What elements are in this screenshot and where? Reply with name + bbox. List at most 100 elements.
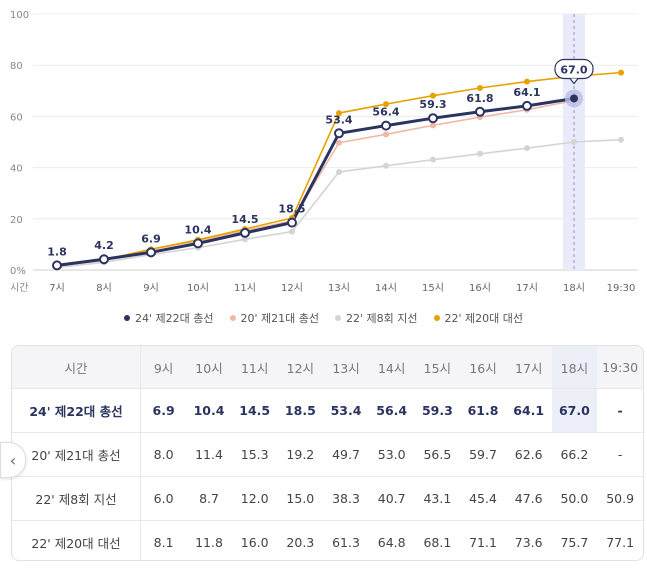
chart-legend: 24' 제22대 총선 20' 제21대 총선 22' 제8회 지선 22' 제20대… (0, 308, 647, 328)
table-cell: 15.3 (231, 432, 278, 477)
table-cell: 67.0 (551, 388, 598, 433)
table-column-header: 10시 (186, 346, 232, 389)
series-line (56, 138, 622, 269)
table-cell: 77.1 (606, 535, 635, 550)
table-cell: 12.0 (231, 476, 278, 521)
data-point (571, 139, 577, 145)
table-cell: 68.1 (423, 535, 452, 550)
table-cell: 15.0 (277, 476, 324, 521)
data-label: 56.4 (372, 106, 399, 119)
data-point (99, 254, 109, 265)
data-point (287, 217, 297, 228)
table-cell: 59.3 (414, 388, 461, 433)
data-point (430, 92, 436, 99)
legend-label: 22' 제8회 지선 (346, 312, 418, 325)
table-cell: 49.7 (323, 432, 369, 477)
table-cell: 11.8 (195, 535, 223, 550)
data-point (618, 136, 624, 143)
data-point (522, 100, 532, 111)
data-point (193, 238, 203, 249)
table-cell: 45.4 (460, 476, 506, 521)
data-point (240, 227, 250, 238)
x-tick-label: 10시 (187, 282, 209, 294)
table-cell: 50.0 (551, 476, 598, 521)
turnout-table-container: 시간 9시 10시 11시 12시 13시 14시 15시 16시 17시 18시 19:30 24… (11, 345, 644, 561)
table-corner-label: 시간 (12, 346, 141, 389)
table-prev-button[interactable]: ‹ (0, 442, 26, 478)
data-point (334, 128, 344, 139)
table-cell: 71.1 (469, 535, 497, 550)
data-point (242, 236, 248, 243)
x-tick-label: 15시 (422, 282, 444, 294)
y-tick-label: 100 (10, 10, 29, 21)
table-cell: 50.9 (597, 476, 643, 521)
legend-label: 20' 제21대 총선 (240, 312, 320, 325)
table-cell: 75.7 (560, 535, 589, 550)
highlight-tooltip (554, 58, 594, 80)
x-axis-label: 시간 (10, 282, 28, 294)
table-column-header: 14시 (368, 346, 415, 389)
legend-item: 24' 제22대 총선 (124, 310, 214, 326)
table-cell: 53.4 (323, 388, 369, 433)
table-column-header: 17시 (505, 346, 552, 389)
table-cell: 64.1 (505, 388, 552, 433)
table-cell: 62.6 (505, 432, 552, 477)
y-tick-label: 60 (10, 112, 23, 123)
table-cell: 43.1 (414, 476, 461, 521)
x-tick-label: 16시 (469, 282, 491, 294)
legend-item: 22' 제20대 대선 (433, 310, 524, 326)
data-label: 6.9 (141, 232, 161, 245)
data-point (383, 131, 389, 138)
table-column-header: 16시 (460, 346, 506, 389)
legend-label: 22' 제20대 대선 (444, 312, 524, 325)
table-column-header: 15시 (414, 346, 461, 389)
table-cell: - (597, 388, 643, 433)
table-cell: 6.0 (140, 476, 187, 521)
legend-swatch (124, 315, 130, 321)
table-cell: 61.3 (332, 535, 360, 550)
legend-swatch (229, 315, 236, 321)
x-tick-label: 19:30 (607, 283, 636, 294)
table-cell: 16.0 (240, 535, 269, 550)
row-label: 22' 제8회 지선 (12, 476, 141, 521)
table-row: 22' 제20대 대선 8.1 11.8 16.0 20.3 61.3 64.8 68.1 71… (12, 520, 643, 560)
series-line (56, 96, 575, 267)
table-cell: 53.0 (368, 432, 415, 477)
data-label: 53.4 (325, 113, 352, 126)
table-cell: 14.5 (231, 388, 278, 433)
data-label: 61.8 (466, 92, 493, 105)
data-point (336, 139, 342, 146)
data-point (381, 120, 391, 131)
data-label: 10.4 (184, 223, 211, 236)
table-column-header: 11시 (231, 346, 278, 389)
data-point (618, 69, 624, 76)
table-cell: 56.5 (414, 432, 461, 477)
x-tick-label: 14시 (375, 282, 397, 294)
table-cell: 19.2 (277, 432, 324, 477)
table-cell: 73.6 (514, 535, 543, 550)
data-point (477, 84, 483, 91)
table-cell: 20.3 (286, 535, 315, 550)
chevron-left-icon: ‹ (9, 450, 17, 470)
table-cell: 64.8 (377, 535, 406, 550)
data-point (475, 106, 485, 117)
axis-labels: 0% 20 40 60 80 100 시간 7시 8시 9시 10시 11시 12시 13시 14시 15시 1… (10, 10, 635, 294)
table-cell: 10.4 (186, 388, 232, 433)
legend-item: 20' 제21대 총선 (229, 310, 320, 326)
data-point (146, 247, 156, 258)
table-cell: 18.5 (277, 388, 324, 433)
data-label: 67.0 (560, 63, 587, 76)
data-point (383, 101, 389, 108)
x-tick-label: 18시 (563, 282, 585, 294)
y-tick-label: 80 (10, 61, 23, 72)
table-cell: 11.4 (186, 432, 232, 477)
table-row: 24' 제22대 총선 6.9 10.4 14.5 18.5 53.4 56.4 59.3 61… (12, 388, 643, 433)
data-point (52, 260, 62, 271)
row-label: 24' 제22대 총선 (12, 388, 141, 433)
table-row: 22' 제8회 지선 6.0 8.7 12.0 15.0 38.3 40.7 43.1 45.4… (12, 476, 643, 521)
table-row: 20' 제21대 총선 8.0 11.4 15.3 19.2 49.7 53.0 56.5 59… (12, 432, 643, 477)
data-point (430, 122, 436, 129)
data-label: 64.1 (513, 86, 540, 99)
row-label: 20' 제21대 총선 (12, 432, 141, 477)
data-label: 1.8 (47, 245, 67, 258)
